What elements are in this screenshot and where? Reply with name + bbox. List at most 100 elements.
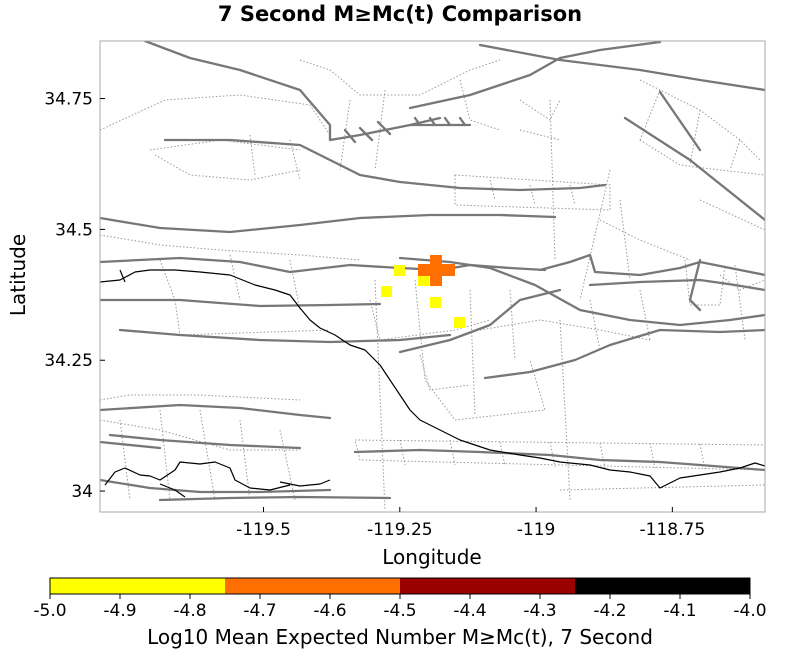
fault-outline <box>154 154 301 181</box>
hazard-cell <box>418 275 429 286</box>
fault-trace <box>100 256 547 274</box>
fault-outline <box>499 441 506 467</box>
colorbar-tick-label: -4.2 <box>593 601 626 621</box>
map-title: 7 Second M≥Mc(t) Comparison <box>217 2 583 26</box>
fault-trace <box>100 478 332 494</box>
colorbar-tick-label: -4.0 <box>733 601 766 621</box>
fault-outline <box>619 199 631 281</box>
fault-trace <box>413 116 467 127</box>
coastline <box>100 269 765 498</box>
fault-trace <box>398 288 562 354</box>
fault-trace <box>353 448 765 472</box>
fault-outline <box>599 442 606 469</box>
fault-outline <box>559 484 765 491</box>
fault-trace <box>100 440 162 450</box>
hazard-cell <box>381 286 392 297</box>
fault-network <box>100 41 765 511</box>
fault-outline <box>100 394 301 401</box>
fault-outline <box>354 439 765 471</box>
x-axis-ticks: -119.5 -119.25 -119 -118.75 <box>236 507 705 540</box>
fault-outline <box>549 441 556 468</box>
fault-outline <box>100 419 300 451</box>
fault-outline <box>100 234 361 261</box>
coastline-island <box>104 461 291 491</box>
fault-outline <box>199 409 216 501</box>
y-axis-ticks: 34.75 34.5 34.25 34 <box>44 90 105 502</box>
fault-outline <box>119 419 131 501</box>
colorbar-label: Log10 Mean Expected Number M≥Mc(t), 7 Se… <box>147 625 653 649</box>
coastline-inlet <box>119 269 126 283</box>
x-tick-label: -118.75 <box>640 520 706 540</box>
fault-trace <box>118 328 452 344</box>
fault-trace <box>100 213 557 234</box>
map-frame <box>99 40 766 513</box>
fault-trace <box>343 120 392 144</box>
fault-outline <box>159 259 176 301</box>
fault-outline <box>159 409 171 501</box>
colorbar-bin <box>575 578 750 594</box>
y-tick-label: 34.25 <box>44 351 93 371</box>
fault-outline <box>374 89 386 171</box>
coastline-mainland <box>100 269 765 489</box>
colorbar-tick-label: -4.7 <box>243 601 276 621</box>
colorbar-bin <box>225 578 400 594</box>
colorbar-tick-label: -4.3 <box>523 601 556 621</box>
fault-outline <box>734 264 746 341</box>
fault-trace <box>688 258 702 312</box>
colorbar-tick-label: -4.1 <box>663 601 696 621</box>
fault-trace <box>100 298 382 308</box>
fault-trace <box>483 328 765 380</box>
fault-outline <box>339 99 351 171</box>
y-tick-label: 34.5 <box>55 220 93 240</box>
colorbar-tick-label: -4.6 <box>313 601 346 621</box>
colorbar-tick-label: -5.0 <box>33 601 66 621</box>
fault-trace <box>588 278 765 292</box>
fault-outline <box>419 354 471 391</box>
colorbar-tick-label: -4.5 <box>383 601 416 621</box>
x-tick-label: -119 <box>517 520 556 540</box>
fault-outline <box>519 99 561 121</box>
fault-trace <box>408 41 662 110</box>
fault-trace <box>538 253 765 277</box>
fault-trace <box>623 116 765 222</box>
fault-outline <box>449 439 456 466</box>
x-tick-label: -119.5 <box>236 520 291 540</box>
colorbar-tick-label: -4.4 <box>453 601 486 621</box>
fault-outline <box>689 109 701 166</box>
fault-outline <box>719 274 765 291</box>
fault-trace <box>163 138 607 192</box>
fault-trace <box>398 256 765 327</box>
fault-trace <box>100 403 332 420</box>
hazard-cell <box>394 265 405 276</box>
hazard-cell <box>430 297 441 308</box>
coastline-inlet <box>279 479 331 487</box>
fault-outline <box>289 259 301 311</box>
fault-outline <box>549 99 556 261</box>
hazard-cells <box>381 255 465 328</box>
fault-trace <box>158 495 392 502</box>
fault-trace <box>478 43 765 92</box>
colorbar: -5.0 -4.9 -4.8 -4.7 -4.6 -4.5 -4.4 -4.3 -4.2 -4.1… <box>33 577 767 621</box>
x-tick-label: -119.25 <box>367 520 433 540</box>
fault-outline <box>649 442 656 469</box>
x-axis-label: Longitude <box>382 545 482 569</box>
fault-outline <box>479 319 651 341</box>
y-tick-label: 34 <box>71 482 93 502</box>
colorbar-bin <box>400 578 575 594</box>
colorbar-tick-label: -4.8 <box>173 601 206 621</box>
hazard-cell <box>418 264 455 276</box>
fault-trace <box>658 90 702 152</box>
fault-outline <box>699 199 765 231</box>
colorbar-bins <box>50 578 750 594</box>
fault-outline <box>579 169 611 301</box>
fault-outline <box>279 429 296 501</box>
fault-traces <box>100 41 765 502</box>
fault-outline <box>399 439 406 466</box>
colorbar-ticks: -5.0 -4.9 -4.8 -4.7 -4.6 -4.5 -4.4 -4.3 -4.2 -4.1… <box>33 594 767 621</box>
fault-outline <box>639 289 651 341</box>
fault-trace <box>108 433 302 450</box>
colorbar-bin <box>50 578 225 594</box>
fault-outline <box>684 259 726 306</box>
y-tick-label: 34.75 <box>44 90 93 110</box>
